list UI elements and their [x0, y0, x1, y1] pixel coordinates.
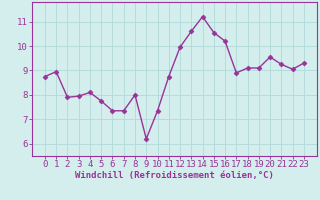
X-axis label: Windchill (Refroidissement éolien,°C): Windchill (Refroidissement éolien,°C): [75, 171, 274, 180]
